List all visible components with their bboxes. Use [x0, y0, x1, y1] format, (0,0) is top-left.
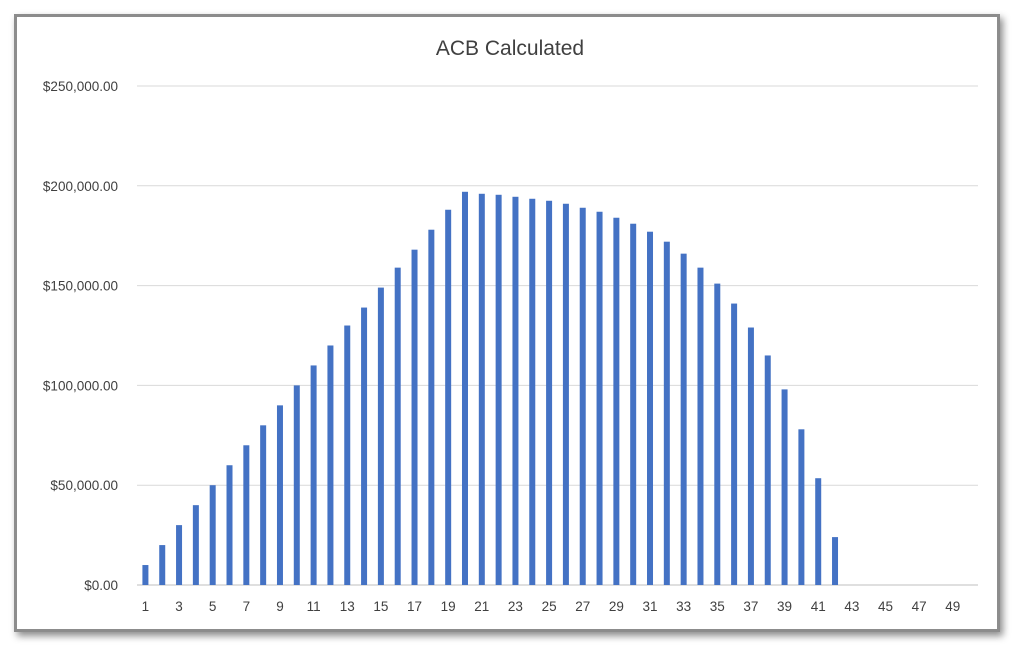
bar: [815, 478, 822, 585]
bar: [377, 287, 384, 585]
bar: [680, 253, 687, 585]
y-tick-label: $150,000.00: [43, 279, 118, 294]
bar: [361, 307, 368, 585]
x-tick-label: 3: [175, 599, 183, 614]
x-tick-label: 11: [307, 599, 321, 614]
bar: [310, 365, 317, 585]
x-tick-label: 37: [743, 599, 758, 614]
x-tick-label: 17: [407, 599, 422, 614]
bar: [394, 267, 401, 585]
bar: [731, 303, 738, 585]
x-axis-ticks: 1 3 5 7 9 11 13 15 17 19 21 23 25 27 29 31 33 35 37 39 41 43 4…: [142, 599, 961, 614]
bar: [411, 249, 418, 586]
x-tick-label: 25: [542, 599, 557, 614]
bars: [142, 191, 839, 586]
y-tick-label: $100,000.00: [43, 378, 118, 393]
bar: [428, 229, 435, 585]
x-tick-label: 29: [609, 599, 624, 614]
bar: [764, 355, 771, 585]
x-tick-label: 19: [441, 599, 456, 614]
bar: [461, 191, 468, 586]
x-tick-label: 43: [844, 599, 859, 614]
bar: [327, 345, 334, 585]
bar: [529, 198, 536, 585]
y-tick-label: $250,000.00: [43, 79, 118, 94]
x-tick-label: 49: [945, 599, 960, 614]
bar: [176, 525, 183, 585]
x-tick-label: 47: [912, 599, 927, 614]
x-tick-label: 33: [676, 599, 691, 614]
bar: [546, 200, 553, 585]
bar: [344, 325, 351, 585]
x-tick-label: 9: [276, 599, 284, 614]
x-tick-label: 31: [642, 599, 657, 614]
y-tick-label: $50,000.00: [50, 478, 118, 493]
x-tick-label: 5: [209, 599, 217, 614]
bar: [630, 223, 637, 585]
bar: [596, 211, 603, 585]
x-tick-label: 13: [340, 599, 355, 614]
bar: [512, 196, 519, 585]
x-tick-label: 45: [878, 599, 893, 614]
y-tick-label: $200,000.00: [43, 179, 118, 194]
bar: [293, 385, 300, 585]
bar: [495, 194, 502, 585]
bar: [579, 207, 586, 585]
bar: [209, 485, 216, 585]
bar: [714, 283, 721, 585]
bar: [613, 217, 620, 586]
bar: [832, 537, 839, 585]
bar: [192, 505, 199, 585]
bar: [226, 465, 233, 585]
bar: [445, 209, 452, 585]
bar: [798, 429, 805, 585]
x-tick-label: 21: [474, 599, 489, 614]
x-tick-label: 1: [142, 599, 150, 614]
x-tick-label: 41: [811, 599, 826, 614]
bar: [142, 565, 149, 585]
bar: [478, 193, 485, 585]
bar: [781, 389, 788, 585]
bar: [562, 203, 569, 585]
bar: [276, 405, 283, 585]
x-tick-label: 27: [575, 599, 590, 614]
bar: [159, 545, 166, 585]
y-axis-ticks: $0.00 $50,000.00 $100,000.00 $150,000.00 $20…: [43, 79, 118, 593]
x-tick-label: 23: [508, 599, 523, 614]
bar: [647, 231, 654, 585]
bar: [697, 267, 704, 585]
bar: [243, 445, 250, 585]
chart-title: ACB Calculated: [436, 37, 584, 60]
bar: [260, 425, 267, 585]
bar: [747, 327, 754, 585]
x-tick-label: 7: [243, 599, 251, 614]
bar: [663, 241, 670, 585]
x-tick-label: 39: [777, 599, 792, 614]
x-tick-label: 35: [710, 599, 725, 614]
x-tick-label: 15: [373, 599, 388, 614]
y-tick-label: $0.00: [84, 578, 118, 593]
